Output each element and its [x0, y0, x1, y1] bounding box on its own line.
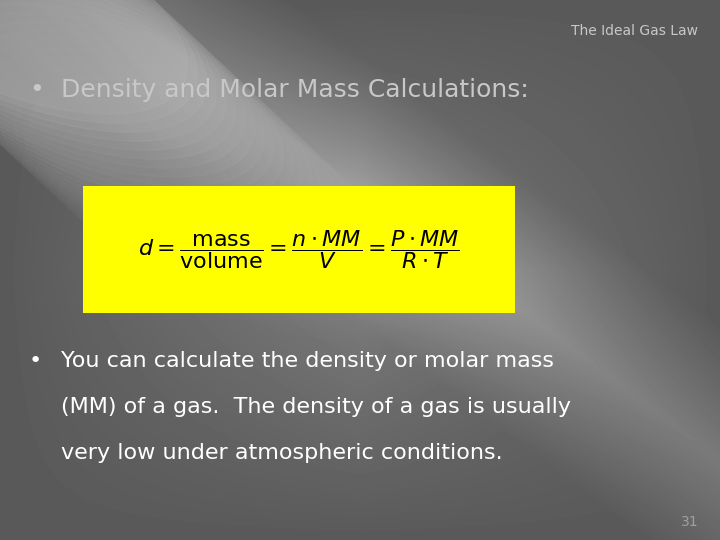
- Text: 31: 31: [681, 515, 698, 529]
- Text: Density and Molar Mass Calculations:: Density and Molar Mass Calculations:: [61, 78, 529, 102]
- Text: $d = \dfrac{\mathrm{mass}}{\mathrm{volume}} = \dfrac{n \cdot MM}{V} = \dfrac{P \: $d = \dfrac{\mathrm{mass}}{\mathrm{volum…: [138, 228, 459, 271]
- Text: •: •: [29, 78, 43, 102]
- Text: The Ideal Gas Law: The Ideal Gas Law: [572, 24, 698, 38]
- Bar: [83, 186, 515, 313]
- Text: •: •: [29, 351, 42, 371]
- Text: You can calculate the density or molar mass: You can calculate the density or molar m…: [61, 351, 554, 371]
- Text: very low under atmospheric conditions.: very low under atmospheric conditions.: [61, 443, 503, 463]
- Text: (MM) of a gas.  The density of a gas is usually: (MM) of a gas. The density of a gas is u…: [61, 397, 571, 417]
